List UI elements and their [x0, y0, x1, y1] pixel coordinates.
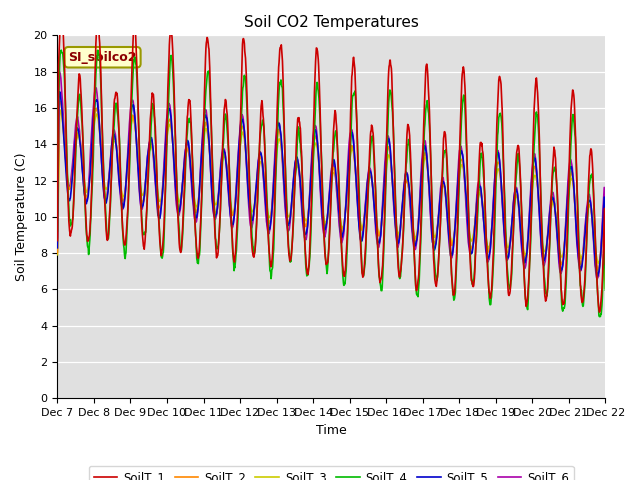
SoilT_3 [237, 137, 244, 143]
SoilT_4 [54, 228, 61, 234]
SoilT_6 [537, 235, 545, 240]
SoilT_1 [54, 238, 61, 243]
SoilT_3 [163, 142, 170, 148]
SoilT_4 [602, 287, 609, 293]
SoilT_4 [596, 314, 604, 320]
SoilT_3 [602, 286, 609, 291]
SoilT_1 [176, 245, 184, 251]
Line: SoilT_6: SoilT_6 [58, 71, 605, 279]
SoilT_1 [488, 274, 496, 280]
SoilT_6 [237, 116, 244, 122]
SoilT_1 [537, 189, 545, 195]
SoilT_3 [56, 107, 63, 113]
SoilT_2 [163, 137, 170, 143]
SoilT_3 [417, 193, 424, 199]
SoilT_1 [596, 309, 604, 315]
SoilT_4 [537, 186, 545, 192]
SoilT_4 [58, 47, 65, 53]
SoilT_4 [417, 240, 424, 246]
SoilT_3 [488, 221, 496, 227]
SoilT_1 [417, 228, 424, 234]
SoilT_5 [602, 264, 609, 270]
SoilT_6 [163, 120, 170, 126]
Title: Soil CO2 Temperatures: Soil CO2 Temperatures [244, 15, 419, 30]
SoilT_2 [488, 223, 496, 229]
SoilT_3 [537, 222, 545, 228]
SoilT_4 [488, 283, 496, 288]
Text: SI_soilco2: SI_soilco2 [68, 51, 137, 64]
Line: SoilT_1: SoilT_1 [58, 14, 605, 312]
SoilT_5 [237, 120, 244, 126]
SoilT_4 [176, 237, 184, 243]
SoilT_2 [56, 98, 63, 104]
SoilT_6 [176, 209, 184, 215]
SoilT_2 [417, 190, 424, 195]
SoilT_6 [54, 235, 61, 240]
SoilT_6 [417, 177, 424, 182]
Y-axis label: Soil Temperature (C): Soil Temperature (C) [15, 153, 28, 281]
SoilT_1 [602, 262, 609, 267]
SoilT_1 [58, 12, 65, 17]
SoilT_6 [488, 216, 496, 221]
SoilT_5 [56, 89, 63, 95]
SoilT_4 [237, 125, 244, 131]
SoilT_3 [176, 199, 184, 205]
SoilT_2 [537, 223, 545, 228]
Line: SoilT_4: SoilT_4 [58, 50, 605, 317]
Line: SoilT_3: SoilT_3 [58, 110, 605, 288]
Line: SoilT_5: SoilT_5 [58, 92, 605, 276]
Line: SoilT_2: SoilT_2 [58, 101, 605, 280]
SoilT_6 [56, 68, 63, 74]
SoilT_6 [602, 257, 609, 263]
SoilT_1 [237, 100, 244, 106]
SoilT_6 [593, 276, 601, 282]
SoilT_2 [54, 250, 61, 255]
SoilT_2 [176, 204, 184, 210]
SoilT_2 [602, 277, 609, 283]
SoilT_1 [163, 149, 170, 155]
Legend: SoilT_1, SoilT_2, SoilT_3, SoilT_4, SoilT_5, SoilT_6: SoilT_1, SoilT_2, SoilT_3, SoilT_4, Soil… [89, 466, 574, 480]
SoilT_5 [593, 273, 601, 279]
SoilT_2 [237, 129, 244, 135]
SoilT_3 [54, 252, 61, 258]
SoilT_5 [176, 206, 184, 212]
X-axis label: Time: Time [316, 424, 347, 437]
SoilT_4 [163, 162, 170, 168]
SoilT_5 [537, 231, 545, 237]
SoilT_5 [488, 219, 496, 225]
SoilT_5 [417, 185, 424, 191]
SoilT_5 [54, 245, 61, 251]
SoilT_5 [163, 128, 170, 134]
